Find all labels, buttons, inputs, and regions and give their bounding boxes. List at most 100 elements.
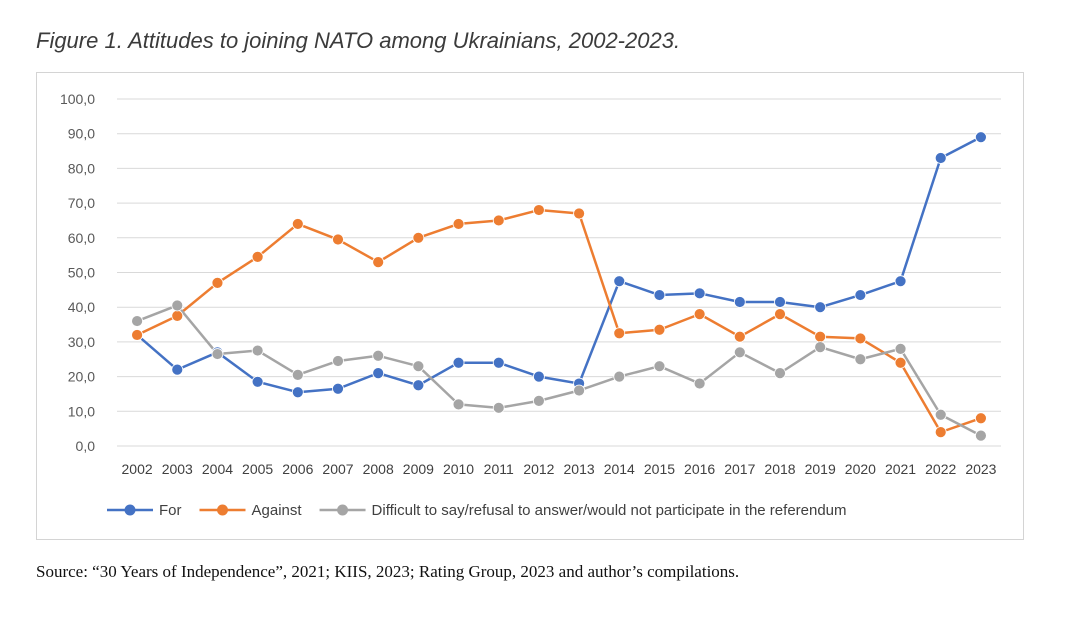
- data-point: [291, 218, 304, 230]
- x-tick-label: 2018: [764, 461, 795, 477]
- data-point: [171, 363, 184, 376]
- data-point: [412, 231, 425, 244]
- y-tick-label: 90,0: [68, 126, 95, 142]
- y-tick-label: 20,0: [68, 369, 95, 385]
- x-tick-label: 2022: [925, 461, 956, 477]
- figure-source: Source: “30 Years of Independence”, 2021…: [36, 562, 740, 581]
- y-tick-label: 50,0: [68, 265, 95, 281]
- x-tick-label: 2008: [363, 461, 394, 477]
- y-tick-label: 10,0: [68, 403, 95, 419]
- data-point: [894, 275, 907, 288]
- data-point: [372, 367, 385, 380]
- x-tick-label: 2006: [282, 461, 313, 477]
- data-point: [573, 207, 585, 220]
- legend: For Against Difficult to say/refusal to an…: [107, 502, 847, 519]
- data-point: [854, 353, 867, 366]
- data-point: [332, 382, 344, 395]
- data-point: [372, 256, 385, 268]
- y-tick-label: 100,0: [60, 91, 95, 107]
- data-point: [412, 379, 425, 392]
- legend-label: Against: [252, 502, 303, 519]
- data-point: [533, 204, 545, 216]
- data-point: [894, 342, 907, 355]
- x-tick-label: 2013: [564, 461, 595, 477]
- data-point: [934, 152, 947, 164]
- x-tick-label: 2003: [162, 461, 193, 477]
- x-tick-label: 2016: [684, 461, 715, 477]
- x-tick-label: 2011: [484, 461, 514, 477]
- data-point: [211, 348, 224, 360]
- data-point: [653, 360, 666, 373]
- data-point: [613, 370, 626, 383]
- legend-label: Difficult to say/refusal to answer/would…: [372, 502, 847, 519]
- x-tick-label: 2005: [242, 461, 273, 477]
- y-tick-label: 0,0: [76, 438, 96, 454]
- x-tick-label: 2012: [523, 461, 554, 477]
- x-tick-label: 2010: [443, 461, 474, 477]
- data-point: [733, 330, 746, 343]
- data-point: [332, 355, 344, 367]
- data-point: [452, 218, 465, 230]
- x-tick-label: 2023: [965, 461, 996, 477]
- data-point: [452, 356, 465, 369]
- x-tick-label: 2020: [845, 461, 876, 477]
- legend-swatch-marker: [337, 504, 349, 516]
- x-tick-label: 2021: [885, 461, 916, 477]
- data-point: [291, 368, 304, 381]
- data-point: [131, 329, 143, 341]
- x-tick-label: 2007: [322, 461, 353, 477]
- data-point: [693, 377, 706, 390]
- data-point: [733, 296, 746, 308]
- data-point: [934, 408, 947, 421]
- data-point: [171, 309, 184, 322]
- data-point: [452, 398, 465, 411]
- y-tick-label: 60,0: [68, 230, 95, 246]
- data-point: [291, 386, 304, 399]
- data-point: [975, 429, 987, 442]
- data-point: [854, 289, 867, 301]
- y-tick-label: 40,0: [68, 299, 95, 315]
- x-tick-label: 2009: [403, 461, 434, 477]
- x-tick-label: 2014: [604, 461, 635, 477]
- series-line-1: [136, 208, 982, 434]
- data-point: [492, 356, 505, 369]
- data-point: [975, 131, 987, 144]
- data-point: [332, 233, 344, 246]
- data-point: [693, 287, 706, 300]
- data-point: [372, 349, 385, 362]
- x-tick-label: 2019: [805, 461, 836, 477]
- data-point: [613, 327, 626, 340]
- data-point: [613, 275, 626, 288]
- data-point: [894, 356, 907, 369]
- data-point: [533, 370, 545, 383]
- data-point: [251, 250, 264, 263]
- data-point: [814, 301, 827, 314]
- line-chart: 0,0 10,0 20,0 30,0 40,0 50,0 60,0 70,0 80,0 90,0 1…: [60, 91, 1001, 519]
- series-lines: [131, 131, 987, 442]
- data-point: [573, 384, 585, 397]
- y-tick-label: 70,0: [68, 195, 95, 211]
- series-line-2: [136, 304, 982, 437]
- x-tick-label: 2015: [644, 461, 675, 477]
- data-point: [251, 344, 264, 357]
- x-tick-label: 2004: [202, 461, 233, 477]
- data-point: [854, 332, 867, 345]
- data-point: [492, 401, 505, 414]
- figure-title: Figure 1. Attitudes to joining NATO amon…: [36, 28, 681, 53]
- data-point: [774, 367, 786, 380]
- data-point: [211, 277, 224, 289]
- data-point: [251, 375, 264, 388]
- data-point: [653, 289, 666, 301]
- data-point: [131, 315, 143, 327]
- data-point: [934, 426, 947, 439]
- data-point: [171, 299, 184, 312]
- y-axis-ticks: 0,0 10,0 20,0 30,0 40,0 50,0 60,0 70,0 80,0 90,0 1…: [60, 91, 95, 454]
- x-tick-label: 2017: [724, 461, 755, 477]
- data-point: [975, 412, 987, 425]
- data-point: [774, 308, 786, 321]
- data-point: [412, 360, 425, 373]
- data-point: [492, 214, 505, 227]
- data-point: [693, 308, 706, 321]
- data-point: [774, 296, 786, 308]
- data-point: [814, 341, 827, 354]
